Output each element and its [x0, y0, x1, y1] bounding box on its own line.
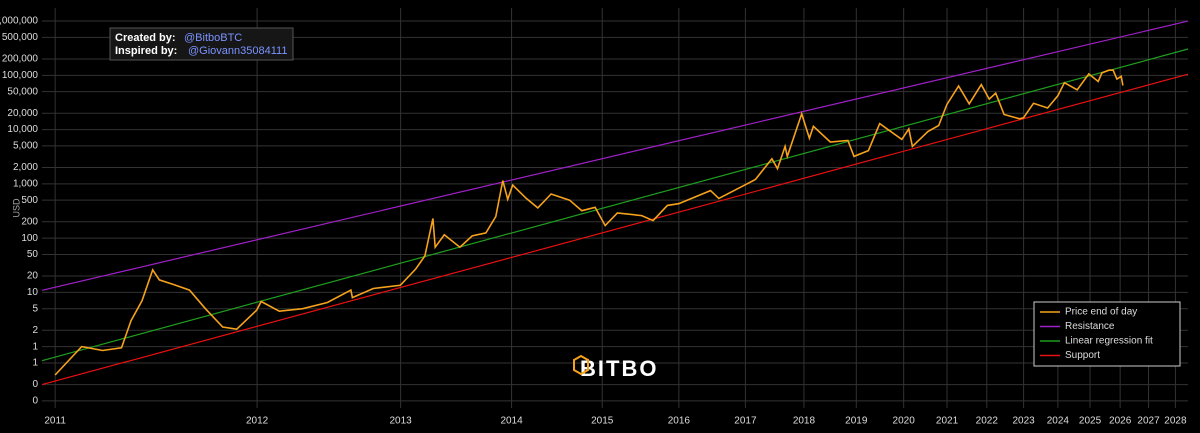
x-tick-label: 2028	[1164, 416, 1187, 427]
x-tick-label: 2023	[1012, 416, 1035, 427]
series-line	[41, 73, 1189, 386]
y-tick-label: 10,000	[7, 124, 38, 135]
y-tick-label: 2	[32, 325, 38, 336]
lines	[41, 20, 1189, 386]
x-tick-label: 2026	[1109, 416, 1132, 427]
x-tick-label: 2018	[793, 416, 816, 427]
annotation-label: Created by:	[115, 32, 176, 44]
y-tick-label: 200	[21, 216, 38, 227]
annotation-link[interactable]: @Giovann35084111	[188, 45, 287, 57]
y-tick-label: 1,000	[13, 178, 38, 189]
y-tick-label: 1	[32, 358, 38, 369]
y-tick-label: 500	[21, 195, 38, 206]
y-axis-label: USD	[11, 198, 21, 218]
y-tick-label: 10	[27, 287, 39, 298]
y-tick-label: 500,000	[2, 32, 39, 43]
y-tick-label: 1,000,000	[0, 16, 38, 27]
y-tick-label: 50,000	[7, 86, 38, 97]
y-tick-label: 50	[27, 249, 39, 260]
x-tick-label: 2011	[44, 416, 66, 427]
y-tick-label: 20,000	[7, 108, 38, 119]
x-tick-label: 2012	[246, 416, 269, 427]
x-tick-label: 2015	[591, 416, 614, 427]
x-tick-label: 2017	[734, 416, 757, 427]
legend-label: Linear regression fit	[1065, 336, 1153, 347]
y-tick-label: 200,000	[2, 54, 39, 65]
annotation-label: Inspired by:	[115, 45, 177, 57]
y-tick-label: 20	[27, 271, 39, 282]
x-tick-label: 2022	[976, 416, 999, 427]
watermark-logo	[573, 354, 589, 376]
legend: Price end of day Resistance Linear regress…	[1033, 301, 1181, 367]
y-tick-label: 2,000	[13, 162, 38, 173]
x-tick-label: 2013	[389, 416, 412, 427]
y-tick-label: 0	[32, 379, 38, 390]
series-line	[54, 69, 1124, 376]
annotation-link[interactable]: @BitboBTC	[184, 32, 242, 44]
y-tick-label: 1	[32, 341, 38, 352]
legend-label: Support	[1065, 350, 1100, 361]
annotation-box	[109, 27, 294, 61]
x-tick-label: 2021	[936, 416, 959, 427]
x-tick-label: 2025	[1079, 416, 1102, 427]
y-tick-label: 0	[32, 396, 38, 407]
x-tick-label: 2016	[668, 416, 691, 427]
y-tick-label: 100,000	[2, 70, 39, 81]
y-tick-label: 5,000	[13, 141, 38, 152]
x-tick-label: 2027	[1137, 416, 1160, 427]
legend-label: Price end of day	[1065, 307, 1137, 318]
watermark: BITBO	[580, 356, 658, 381]
y-tick-label: 5	[32, 303, 38, 314]
x-tick-label: 2020	[893, 416, 916, 427]
y-tick-label: 100	[21, 233, 38, 244]
legend-label: Resistance	[1065, 321, 1115, 332]
series-line	[41, 48, 1189, 362]
annotation: Created by: @BitboBTC Inspired by: @Giov…	[109, 27, 294, 61]
series-line	[41, 20, 1189, 291]
x-tick-label: 2019	[845, 416, 868, 427]
x-tick-label: 2014	[500, 416, 523, 427]
x-tick-label: 2024	[1047, 416, 1070, 427]
